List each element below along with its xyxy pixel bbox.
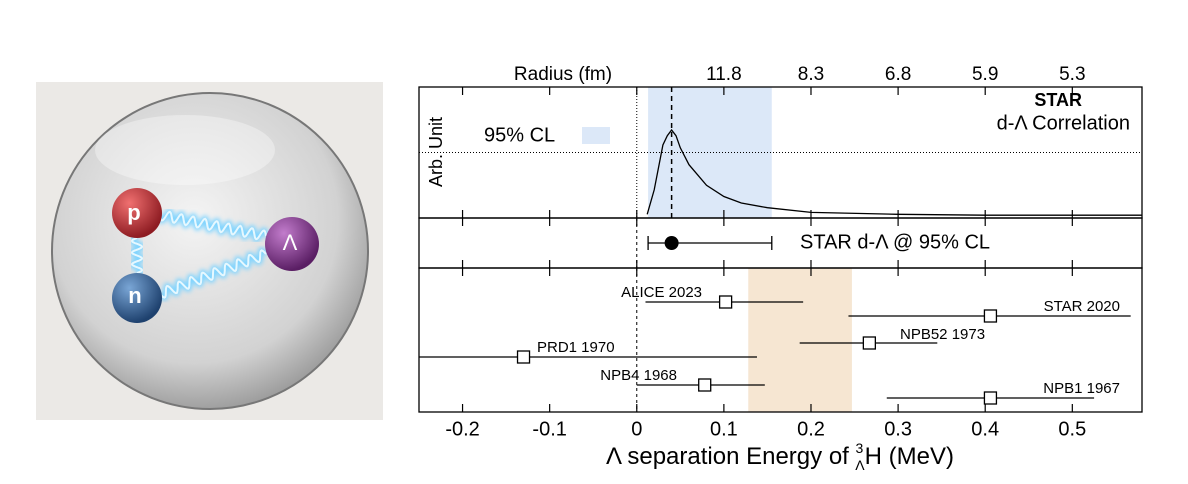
point [983,391,998,405]
axis-title: Radius (fm) [514,64,612,85]
x-tick-label: 0.1 [710,418,738,440]
illustration: p n Λ [36,82,383,420]
top-tick-label: 11.8 [706,64,742,85]
x-tick-label: 0 [631,418,642,440]
point [698,378,712,392]
x-tick-label: 0.2 [797,418,825,440]
plot: Radius (fm) 11.8 8.3 6.8 5.9 5.3 Arb. Unit STAR… [418,64,1143,473]
x-axis-title: Λ separation Energy of 3 ΛH (MeV) [606,440,954,473]
band [748,268,852,412]
particle-label: p [127,200,140,225]
lambda [265,217,319,271]
wave [159,249,267,299]
x-tick-label: 0.5 [1058,418,1086,440]
x-axis-title-part: Λ [855,457,865,473]
proton [112,188,162,238]
point-label: PRD1 1970 [537,339,615,356]
point [983,309,998,323]
point [862,336,877,350]
particle-label: Λ [283,230,298,255]
x-axis-title-part: Λ separation Energy of [606,443,856,470]
x-tick-label: 0.4 [971,418,999,440]
point-label: NPB52 1973 [900,326,985,343]
top-tick-label: 5.9 [972,64,998,85]
band [648,87,772,218]
legend-label: STAR d-Λ @ 95% CL [800,231,990,253]
point [718,295,733,309]
y-axis-title: Arb. Unit [426,117,446,187]
x-axis-title-part: 3 [856,440,864,456]
panel-frame [418,267,1143,413]
curve [646,128,1142,216]
wave [130,237,144,274]
x-tick-label: -0.1 [532,418,566,440]
sphere [51,92,369,410]
x-axis-title-part: H (MeV) [865,443,954,470]
point-label: ALICE 2023 [621,284,702,301]
point [664,236,679,250]
top-tick-label: 8.3 [798,64,824,85]
point-label: NPB4 1968 [600,367,677,384]
point-label: STAR 2020 [1044,298,1120,315]
chart-title: STAR [1034,90,1082,110]
top-tick-label: 6.8 [885,64,911,85]
top-tick-label: 5.3 [1059,64,1085,85]
x-tick-label: -0.2 [445,418,479,440]
x-tick-label: 0.3 [884,418,912,440]
point [516,350,531,364]
panel-frame [418,217,1143,269]
wave [159,210,267,241]
legend-swatch [582,127,610,144]
neutron [112,273,162,323]
legend-label: 95% CL [484,124,555,146]
highlight [95,115,275,185]
waves [128,208,269,301]
point-label: NPB1 1967 [1043,380,1120,397]
chart-subtitle: d-Λ Correlation [997,112,1130,134]
particle-label: n [128,283,141,308]
